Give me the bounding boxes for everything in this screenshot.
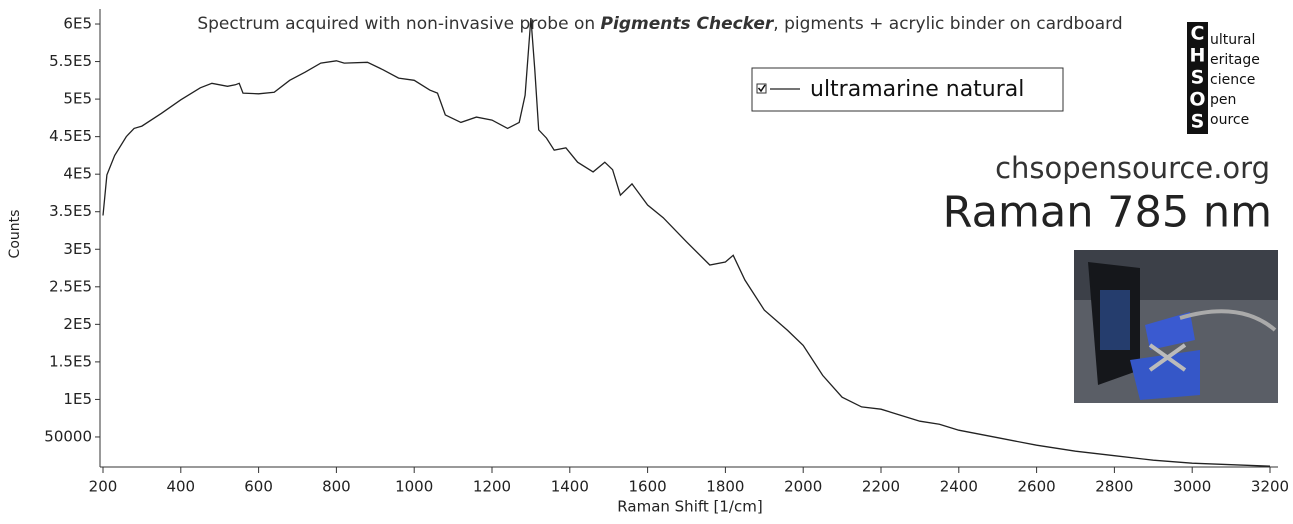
y-tick-label: 1E5 xyxy=(63,390,92,408)
y-tick-label: 2.5E5 xyxy=(49,277,92,295)
chart-title: Spectrum acquired with non-invasive prob… xyxy=(197,14,1122,34)
title-part: Pigments Checker xyxy=(601,14,775,34)
logo-letter: H xyxy=(1190,45,1206,67)
x-tick-label: 1000 xyxy=(395,478,433,496)
logo-letter: C xyxy=(1191,23,1205,45)
x-tick-label: 600 xyxy=(244,478,273,496)
x-tick-label: 2400 xyxy=(940,478,978,496)
y-tick-label: 2E5 xyxy=(63,315,92,333)
x-axis-label: Raman Shift [1/cm] xyxy=(617,498,762,516)
logo-word: pen xyxy=(1210,92,1236,108)
title-part: , pigments + acrylic binder on cardboard xyxy=(773,14,1122,34)
logo-letter: S xyxy=(1191,111,1205,133)
x-tick-label: 400 xyxy=(166,478,195,496)
x-tick-label: 800 xyxy=(322,478,351,496)
photo-stand xyxy=(1145,312,1195,350)
logo-word: eritage xyxy=(1210,52,1260,68)
x-tick-label: 1800 xyxy=(706,478,744,496)
x-tick-label: 3200 xyxy=(1251,478,1289,496)
logo: C H S O S ultural eritage cience pen our… xyxy=(1187,22,1260,134)
logo-letter: O xyxy=(1189,89,1205,111)
x-tick-label: 3000 xyxy=(1173,478,1211,496)
x-tick-label: 2000 xyxy=(784,478,822,496)
y-tick-label: 3.5E5 xyxy=(49,202,92,220)
photo xyxy=(1074,250,1278,403)
x-tick-label: 1600 xyxy=(629,478,667,496)
legend-check xyxy=(757,84,766,93)
x-tick-label: 2600 xyxy=(1018,478,1056,496)
logo-word: ultural xyxy=(1210,32,1255,48)
x-tick-label: 1200 xyxy=(473,478,511,496)
logo-letter: S xyxy=(1191,67,1205,89)
y-tick-label: 50000 xyxy=(44,427,92,445)
y-tick-label: 5.5E5 xyxy=(49,52,92,70)
y-tick-label: 1.5E5 xyxy=(49,352,92,370)
y-axis-label: Counts xyxy=(7,210,23,259)
y-tick-label: 5E5 xyxy=(63,90,92,108)
photo-stand xyxy=(1130,350,1200,400)
y-tick-label: 3E5 xyxy=(63,240,92,258)
legend-checkbox[interactable] xyxy=(756,83,767,94)
y-tick-label: 4.5E5 xyxy=(49,127,92,145)
x-tick-label: 1400 xyxy=(551,478,589,496)
logo-word: ource xyxy=(1210,112,1249,128)
spectrum-line xyxy=(102,17,1271,467)
y-tick-label: 6E5 xyxy=(63,15,92,33)
x-tick-label: 200 xyxy=(89,478,118,496)
y-tick-label: 4E5 xyxy=(63,165,92,183)
photo-cable xyxy=(1179,309,1277,332)
photo-scissor xyxy=(1148,343,1187,372)
method: Raman 785 nm xyxy=(943,188,1272,238)
logo-bar xyxy=(1187,22,1208,134)
legend-box xyxy=(751,67,1064,112)
legend: ultramarine natural xyxy=(751,67,1064,112)
x-tick-label: 2800 xyxy=(1095,478,1133,496)
logo-word: cience xyxy=(1210,72,1255,88)
photo-swatches xyxy=(1100,290,1130,350)
title-part: Spectrum acquired with non-invasive prob… xyxy=(197,14,600,34)
x-tick-label: 2200 xyxy=(862,478,900,496)
legend-label: ultramarine natural xyxy=(810,77,1024,102)
website: chsopensource.org xyxy=(995,151,1270,185)
